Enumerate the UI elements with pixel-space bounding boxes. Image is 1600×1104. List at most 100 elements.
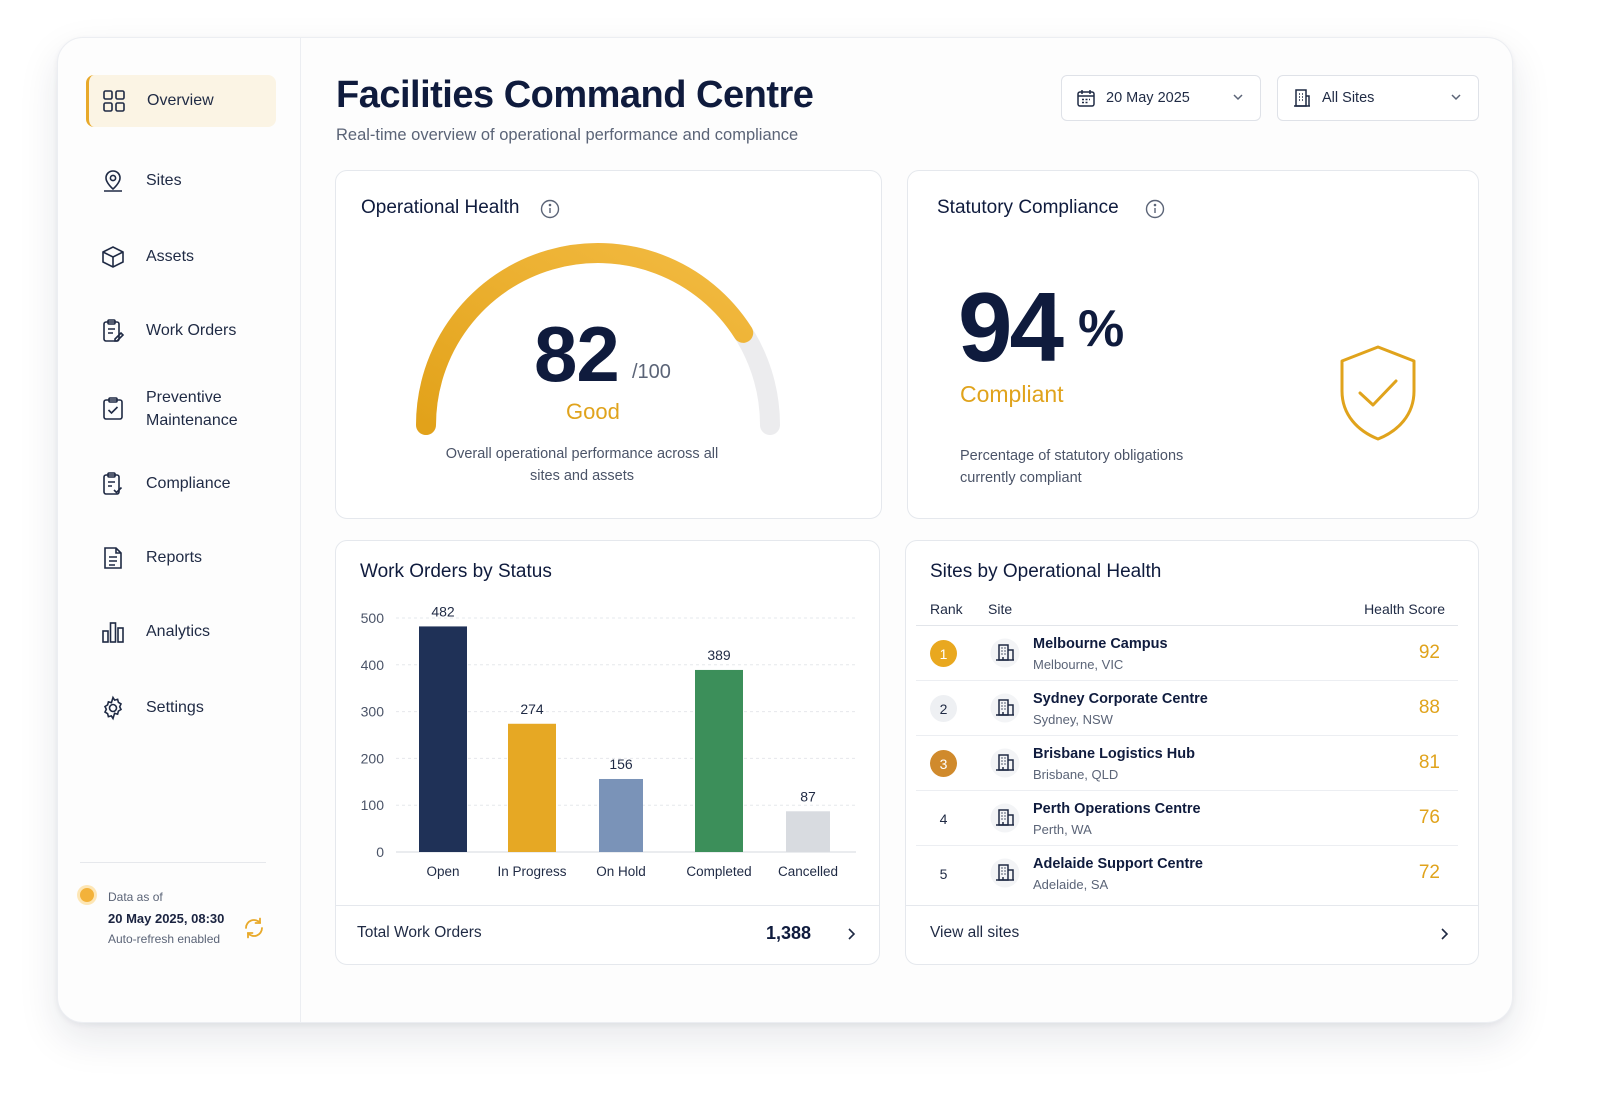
work-orders-card: Work Orders by Status 0 100 200 300 400 500 48… — [335, 540, 880, 965]
data-label: 156 — [609, 756, 633, 772]
table-row[interactable]: 3 Brisbane Logistics Hub Brisbane, QLD 8… — [916, 736, 1458, 791]
site-select[interactable]: All Sites — [1277, 75, 1479, 121]
x-tick-label: Cancelled — [778, 864, 838, 879]
sites-health-card: Sites by Operational Health Rank Site He… — [905, 540, 1479, 965]
total-work-orders-value: 1,388 — [766, 923, 812, 943]
sidebar-item-overview[interactable]: Overview — [86, 75, 276, 127]
data-asof-datetime: 20 May 2025, 08:30 — [108, 911, 225, 926]
health-description: Overall operational performance across a… — [445, 446, 719, 484]
sidebar-item-label: Analytics — [146, 623, 211, 640]
statutory-compliance-card: Statutory Compliance 94 % Compliant Perc… — [907, 170, 1479, 519]
sidebar-item-label-line2: Maintenance — [146, 412, 238, 429]
auto-refresh-label: Auto-refresh enabled — [108, 932, 221, 946]
chevron-down-icon — [1450, 91, 1462, 103]
table-row[interactable]: 2 Sydney Corporate Centre Sydney, NSW 88 — [916, 681, 1458, 736]
chevron-down-icon — [1232, 91, 1244, 103]
site-location: Brisbane, QLD — [1033, 767, 1119, 782]
view-all-sites-link[interactable]: View all sites — [930, 924, 1020, 941]
y-tick-label: 400 — [361, 657, 385, 673]
refresh-icon[interactable] — [242, 916, 266, 940]
grid-icon — [101, 88, 127, 114]
building-icon — [990, 693, 1020, 723]
table-row[interactable]: 4 Perth Operations Centre Perth, WA 76 — [916, 791, 1458, 846]
sidebar-item-settings[interactable]: Settings — [86, 693, 276, 723]
x-tick-label: In Progress — [497, 864, 566, 879]
sidebar-item-label: Work Orders — [146, 322, 237, 339]
bar — [419, 626, 467, 852]
sidebar-item-compliance[interactable]: Compliance — [86, 469, 276, 499]
operational-health-card: Operational Health 82 /100 Good Overall … — [335, 170, 882, 519]
health-score-value: 82 — [534, 310, 620, 398]
site-select-value: All Sites — [1322, 90, 1375, 106]
y-tick-label: 200 — [361, 750, 385, 766]
box-icon — [100, 244, 126, 270]
document-check-icon — [100, 471, 126, 497]
info-icon[interactable] — [1145, 199, 1165, 219]
site-health-score: 92 — [1418, 642, 1440, 663]
compliance-value: 94 — [958, 272, 1064, 382]
sidebar-divider — [80, 862, 266, 863]
site-health-score: 88 — [1418, 697, 1440, 718]
page-subtitle: Real-time overview of operational perfor… — [336, 126, 799, 144]
sites-table-body: 1 Melbourne Campus Melbourne, VIC 92 2 — [906, 626, 1478, 906]
sidebar-item-assets[interactable]: Assets — [86, 242, 276, 272]
sidebar-item-work-orders[interactable]: Work Orders — [86, 316, 276, 346]
health-status-label: Good — [566, 399, 620, 424]
info-icon[interactable] — [540, 199, 560, 219]
sidebar: Overview Sites Assets — [58, 38, 301, 1022]
health-score-max: /100 — [632, 361, 671, 383]
y-tick-label: 100 — [361, 797, 385, 813]
sidebar-item-label: Assets — [146, 248, 195, 265]
bar — [695, 669, 743, 852]
site-health-score: 76 — [1418, 807, 1440, 828]
y-tick-label: 300 — [361, 704, 385, 720]
site-location: Sydney, NSW — [1033, 712, 1113, 727]
column-header-site: Site — [988, 601, 1013, 617]
table-row[interactable]: 1 Melbourne Campus Melbourne, VIC 92 — [916, 626, 1458, 681]
data-label: 274 — [520, 701, 544, 717]
page-title: Facilities Command Centre — [336, 74, 814, 116]
site-location: Perth, WA — [1033, 822, 1092, 837]
column-header-health-score: Health Score — [1364, 601, 1445, 617]
compliance-description: Percentage of statutory obligations curr… — [960, 448, 1184, 486]
x-tick-label: Open — [426, 864, 459, 879]
sidebar-item-sites[interactable]: Sites — [86, 166, 276, 196]
data-label: 87 — [800, 788, 816, 804]
sidebar-item-preventive-maintenance[interactable]: Preventive Maintenance — [86, 384, 276, 434]
compliance-unit: % — [1078, 300, 1125, 358]
clipboard-check-icon — [100, 396, 126, 422]
calendar-icon — [1076, 88, 1096, 108]
sidebar-item-label: Preventive — [146, 389, 222, 406]
date-select[interactable]: 20 May 2025 — [1061, 75, 1261, 121]
card-footer-divider — [906, 905, 1478, 906]
rank-badge: 4 — [930, 805, 957, 832]
rank-badge: 2 — [930, 695, 957, 722]
document-icon — [100, 545, 126, 571]
sidebar-item-label: Settings — [146, 699, 204, 716]
site-name: Sydney Corporate Centre — [1033, 691, 1208, 707]
site-name: Adelaide Support Centre — [1033, 856, 1203, 872]
sidebar-item-reports[interactable]: Reports — [86, 543, 276, 573]
data-label: 389 — [707, 647, 731, 663]
clipboard-edit-icon — [100, 318, 126, 344]
card-footer-divider — [336, 905, 879, 906]
sidebar-item-label: Overview — [147, 92, 214, 109]
app-window: Overview Sites Assets — [57, 37, 1513, 1023]
y-tick-label: 0 — [376, 844, 384, 860]
card-title: Sites by Operational Health — [930, 561, 1162, 582]
sidebar-item-analytics[interactable]: Analytics — [86, 617, 276, 647]
chevron-right-icon[interactable] — [1437, 927, 1451, 941]
bar — [786, 811, 830, 852]
rank-badge: 3 — [930, 750, 957, 777]
compliance-status-label: Compliant — [960, 381, 1064, 407]
site-health-score: 72 — [1418, 862, 1440, 883]
gear-icon — [100, 695, 126, 721]
building-icon — [990, 638, 1020, 668]
bar — [508, 723, 556, 852]
building-icon — [990, 748, 1020, 778]
table-row[interactable]: 5 Adelaide Support Centre Adelaide, SA 7… — [916, 846, 1458, 901]
date-select-value: 20 May 2025 — [1106, 90, 1190, 106]
data-asof-label: Data as of — [108, 890, 163, 904]
site-name: Perth Operations Centre — [1033, 801, 1201, 817]
chevron-right-icon[interactable] — [844, 927, 858, 941]
